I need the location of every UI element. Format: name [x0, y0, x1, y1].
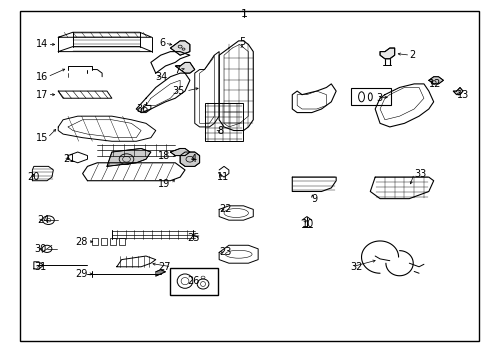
Text: 25: 25 — [187, 233, 199, 243]
Polygon shape — [428, 77, 443, 84]
Text: 34: 34 — [156, 72, 168, 82]
Text: 19: 19 — [158, 179, 170, 189]
Text: 24: 24 — [37, 215, 50, 225]
Text: 4: 4 — [190, 154, 197, 164]
Text: 16: 16 — [36, 72, 48, 82]
Text: 1: 1 — [241, 9, 247, 19]
Text: 28: 28 — [75, 237, 87, 247]
Text: 18: 18 — [158, 150, 170, 161]
Text: 8: 8 — [217, 126, 223, 135]
Text: 20: 20 — [27, 172, 40, 182]
Text: 6: 6 — [159, 38, 165, 48]
Text: 32: 32 — [350, 262, 363, 272]
Text: 11: 11 — [217, 172, 229, 182]
Bar — [170, 267, 218, 296]
Text: 22: 22 — [219, 204, 231, 215]
Text: 36: 36 — [136, 104, 148, 114]
Bar — [110, 238, 116, 244]
Text: 5: 5 — [239, 37, 244, 47]
Polygon shape — [452, 87, 462, 95]
Bar — [204, 103, 242, 141]
Polygon shape — [379, 48, 394, 59]
Text: 10: 10 — [302, 219, 314, 229]
Text: 7: 7 — [174, 64, 180, 75]
Text: 2: 2 — [408, 50, 415, 60]
Polygon shape — [180, 152, 199, 166]
Polygon shape — [107, 148, 151, 166]
Text: 23: 23 — [219, 247, 231, 257]
Polygon shape — [170, 148, 189, 156]
Text: 13: 13 — [456, 90, 468, 100]
Bar — [350, 88, 390, 105]
Text: 15: 15 — [36, 133, 48, 143]
Polygon shape — [156, 270, 165, 276]
Text: 27: 27 — [158, 262, 170, 272]
Text: 9: 9 — [311, 194, 317, 204]
Text: 33: 33 — [413, 168, 426, 179]
Bar — [101, 238, 107, 244]
Text: 35: 35 — [172, 86, 184, 96]
Text: 26: 26 — [187, 276, 199, 286]
Bar — [92, 238, 98, 244]
Text: 17: 17 — [36, 90, 48, 100]
Text: 31: 31 — [34, 262, 46, 272]
Text: 29: 29 — [75, 269, 87, 279]
Bar — [119, 238, 124, 244]
Text: 3: 3 — [375, 93, 382, 103]
Text: 30: 30 — [34, 244, 46, 254]
Text: 21: 21 — [63, 154, 75, 164]
Text: 12: 12 — [428, 79, 440, 89]
Polygon shape — [170, 41, 189, 55]
Text: 14: 14 — [36, 40, 48, 49]
Polygon shape — [175, 62, 194, 73]
